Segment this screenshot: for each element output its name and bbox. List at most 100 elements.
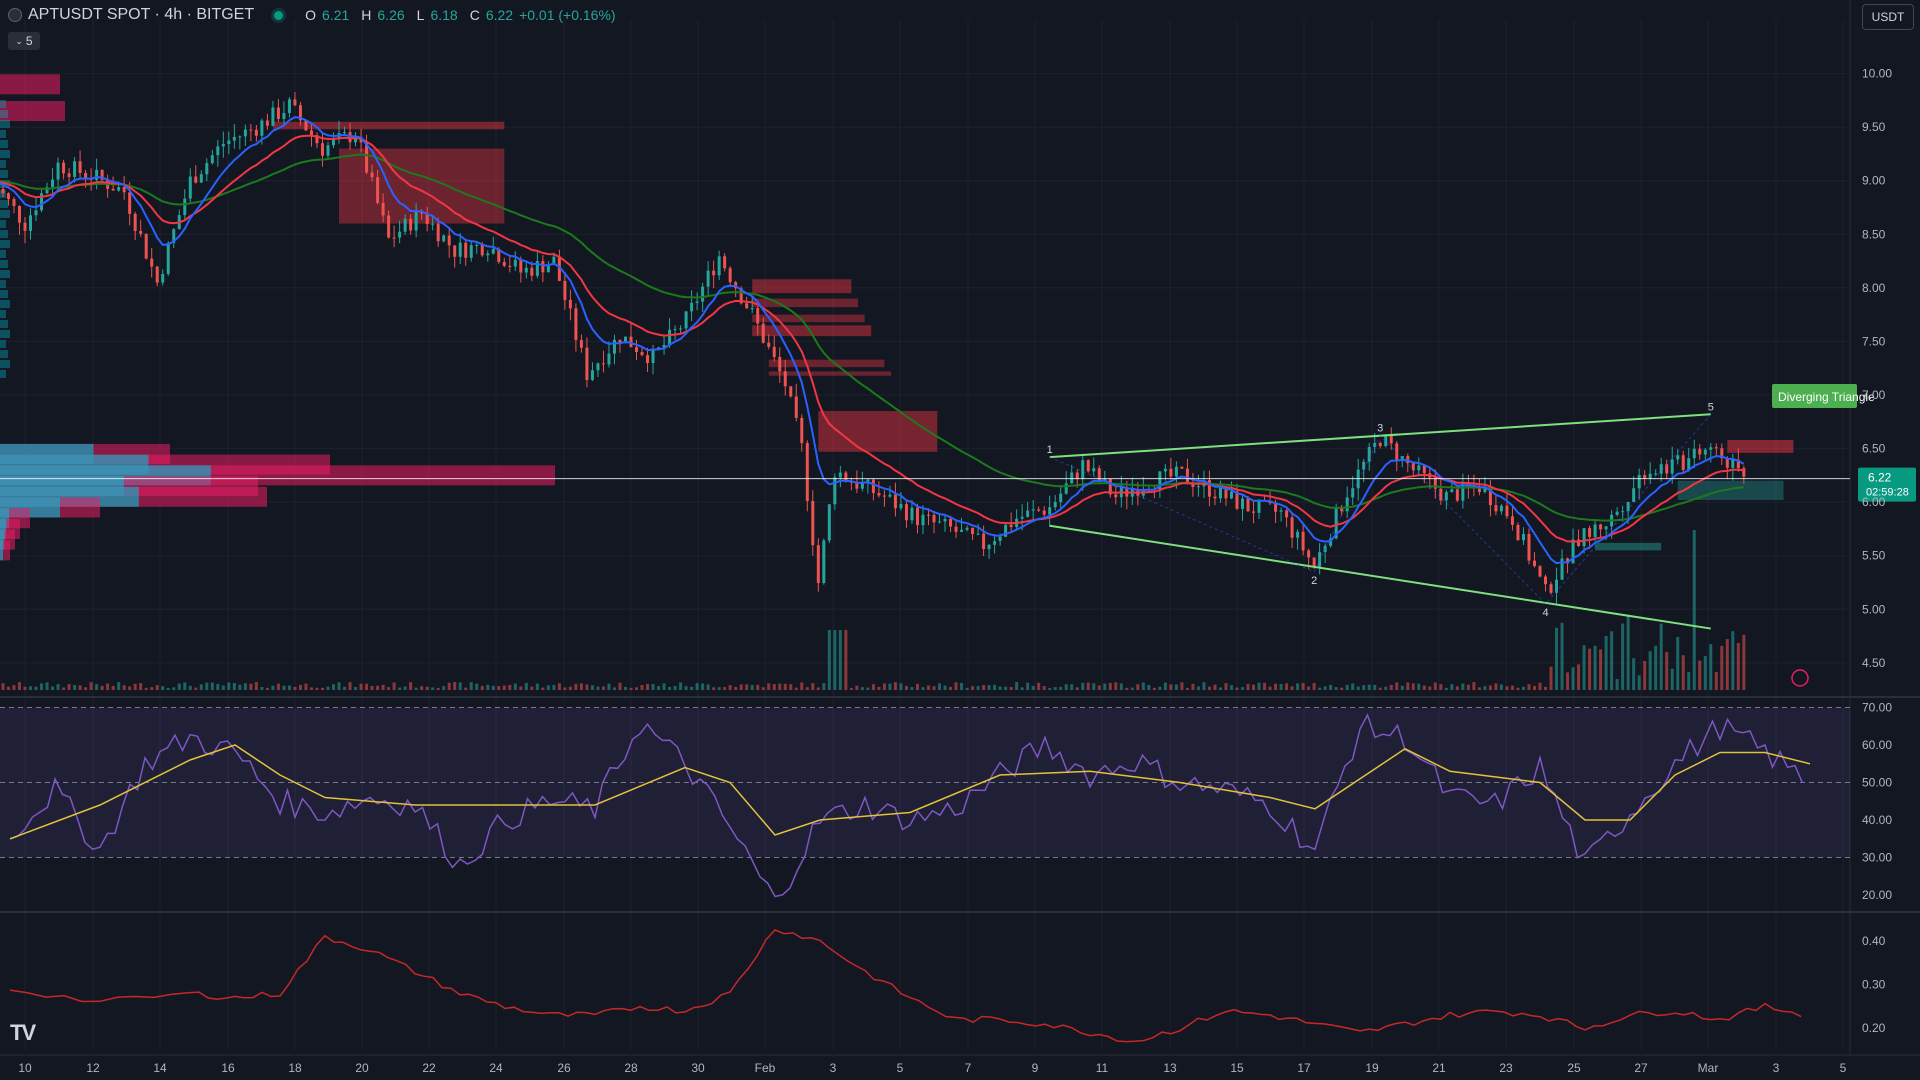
volume-bar bbox=[1037, 682, 1041, 690]
volume-bar bbox=[734, 686, 738, 690]
candle-body bbox=[882, 495, 886, 497]
volume-profile-bar bbox=[0, 170, 8, 178]
volume-bar bbox=[1152, 687, 1156, 690]
volume-bar bbox=[1400, 685, 1404, 690]
pattern-point-label: 2 bbox=[1311, 575, 1317, 587]
candle-body bbox=[502, 261, 506, 266]
candle-body bbox=[949, 518, 953, 527]
candle-body bbox=[34, 210, 38, 216]
tradingview-logo: TV bbox=[10, 1020, 36, 1045]
volume-bar bbox=[436, 687, 440, 690]
volume-bar bbox=[684, 686, 688, 690]
candle-body bbox=[1588, 528, 1592, 537]
volume-bar bbox=[1279, 684, 1283, 690]
candle-body bbox=[932, 514, 936, 523]
volume-bar bbox=[1389, 684, 1393, 690]
volume-bar bbox=[1428, 686, 1432, 690]
candle-body bbox=[1185, 468, 1189, 483]
time-tick-label: 24 bbox=[489, 1061, 503, 1075]
candle-body bbox=[1665, 464, 1669, 474]
volume-bar bbox=[387, 687, 391, 690]
volume-bar bbox=[12, 685, 16, 690]
candle-body bbox=[464, 242, 468, 258]
candle-body bbox=[612, 339, 616, 354]
volume-bar bbox=[381, 684, 385, 690]
volume-profile-bar bbox=[0, 290, 8, 298]
volume-bar bbox=[1191, 683, 1195, 690]
ema-fast-line bbox=[0, 116, 1745, 565]
volume-bar bbox=[111, 685, 115, 690]
zone-box bbox=[768, 371, 892, 376]
candle-body bbox=[45, 187, 49, 194]
volume-bar bbox=[1064, 684, 1068, 690]
currency-button[interactable]: USDT bbox=[1862, 4, 1914, 30]
volume-bar bbox=[133, 683, 137, 690]
time-tick-label: 27 bbox=[1634, 1061, 1648, 1075]
volume-bar bbox=[183, 682, 187, 690]
candle-body bbox=[508, 265, 512, 267]
volume-bar bbox=[965, 687, 969, 690]
symbol-title[interactable]: APTUSDT SPOT · 4h · BITGET bbox=[28, 6, 255, 23]
volume-bar bbox=[1736, 642, 1740, 690]
candle-body bbox=[1422, 465, 1426, 474]
volume-bar bbox=[376, 685, 380, 690]
volume-bar bbox=[585, 684, 589, 690]
candle-body bbox=[1659, 464, 1663, 474]
candle-body bbox=[1097, 468, 1101, 482]
volume-bar bbox=[491, 685, 495, 690]
volume-bar bbox=[596, 686, 600, 690]
candle-body bbox=[1488, 487, 1492, 506]
candle-body bbox=[1340, 507, 1344, 512]
zone-box bbox=[752, 298, 858, 308]
volume-profile-bar bbox=[0, 320, 8, 328]
candle-body bbox=[1555, 579, 1559, 593]
volume-bar bbox=[805, 687, 809, 690]
candle-body bbox=[315, 135, 319, 144]
candle-body bbox=[354, 136, 358, 143]
volume-profile-bar bbox=[0, 340, 6, 348]
volume-bar bbox=[949, 686, 953, 690]
volume-bar bbox=[1119, 683, 1123, 690]
volume-bar bbox=[530, 686, 534, 690]
candle-body bbox=[1064, 483, 1068, 494]
high-label: H bbox=[361, 7, 372, 23]
volume-bar bbox=[398, 687, 402, 690]
volume-bar bbox=[1136, 684, 1140, 690]
candle-body bbox=[1196, 486, 1200, 488]
volume-bar bbox=[276, 683, 280, 690]
volume-bar bbox=[717, 687, 721, 690]
candle-body bbox=[194, 176, 198, 183]
volume-bar bbox=[1048, 687, 1052, 690]
volume-bar bbox=[254, 682, 258, 690]
volume-bar bbox=[772, 684, 776, 690]
volume-bar bbox=[640, 685, 644, 690]
candle-body bbox=[1483, 487, 1487, 493]
price-tick-label: 4.50 bbox=[1862, 656, 1886, 670]
candle-body bbox=[365, 142, 369, 173]
volume-bar bbox=[1593, 645, 1597, 690]
candle-body bbox=[756, 308, 760, 324]
volume-profile-bar bbox=[0, 540, 10, 561]
rsi-tick-label: 70.00 bbox=[1862, 701, 1892, 715]
time-tick-label: 26 bbox=[557, 1061, 571, 1075]
grid-lines bbox=[0, 20, 1850, 1050]
candle-body bbox=[453, 245, 457, 257]
candle-body bbox=[216, 146, 220, 156]
volume-bar bbox=[701, 683, 705, 690]
time-tick-label: 10 bbox=[18, 1061, 32, 1075]
volume-profile-bar bbox=[0, 540, 3, 561]
volume-bar bbox=[579, 683, 583, 690]
volume-bar bbox=[657, 686, 661, 690]
rsi-ma-line bbox=[9, 744, 1811, 840]
candle-body bbox=[1692, 448, 1696, 459]
volume-bar bbox=[232, 683, 236, 690]
volume-bar bbox=[563, 687, 567, 690]
candle-body bbox=[1400, 456, 1404, 462]
volume-bar bbox=[1488, 685, 1492, 690]
volume-bar bbox=[1378, 687, 1382, 690]
candle-body bbox=[260, 120, 264, 136]
volume-bar bbox=[712, 687, 716, 690]
indicators-collapse-button[interactable]: ⌄ 5 bbox=[8, 32, 40, 50]
volume-bar bbox=[293, 687, 297, 690]
